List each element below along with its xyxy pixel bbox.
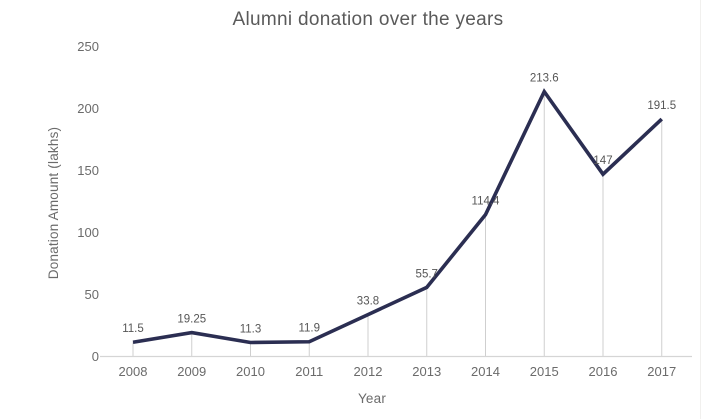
data-point-label: 114.4: [472, 196, 501, 208]
data-point-label: 191.5: [647, 100, 676, 112]
y-tick-label: 200: [77, 101, 99, 116]
x-tick-label: 2016: [589, 364, 618, 379]
y-tick-label: 250: [77, 39, 99, 54]
x-tick-label: 2009: [177, 364, 206, 379]
x-tick-label: 2008: [119, 364, 148, 379]
x-tick-label: 2011: [295, 364, 323, 379]
y-tick-label: 0: [92, 349, 99, 364]
data-point-label: 11.9: [298, 323, 320, 335]
x-axis-title: Year: [357, 391, 387, 406]
data-point-label: 11.5: [122, 323, 144, 335]
x-tick-label: 2014: [471, 364, 500, 379]
x-tick-label: 2015: [530, 364, 559, 379]
x-tick-label: 2017: [647, 364, 676, 379]
data-point-label: 19.25: [177, 314, 206, 326]
x-tick-label: 2013: [412, 364, 441, 379]
y-tick-label: 150: [77, 163, 99, 178]
x-tick-label: 2010: [236, 364, 265, 379]
x-tick-label: 2012: [354, 364, 383, 379]
chart-title: Alumni donation over the years: [232, 9, 504, 30]
data-point-label: 33.8: [357, 296, 379, 308]
data-point-label: 213.6: [530, 73, 559, 85]
slide-right-edge: [700, 0, 701, 419]
y-tick-label: 100: [77, 225, 99, 240]
data-point-label: 147: [593, 155, 612, 167]
y-tick-label: 50: [85, 287, 99, 302]
data-point-label: 55.7: [416, 268, 438, 280]
donation-line-series: [132, 88, 663, 345]
data-point-label: 11.3: [240, 323, 262, 335]
